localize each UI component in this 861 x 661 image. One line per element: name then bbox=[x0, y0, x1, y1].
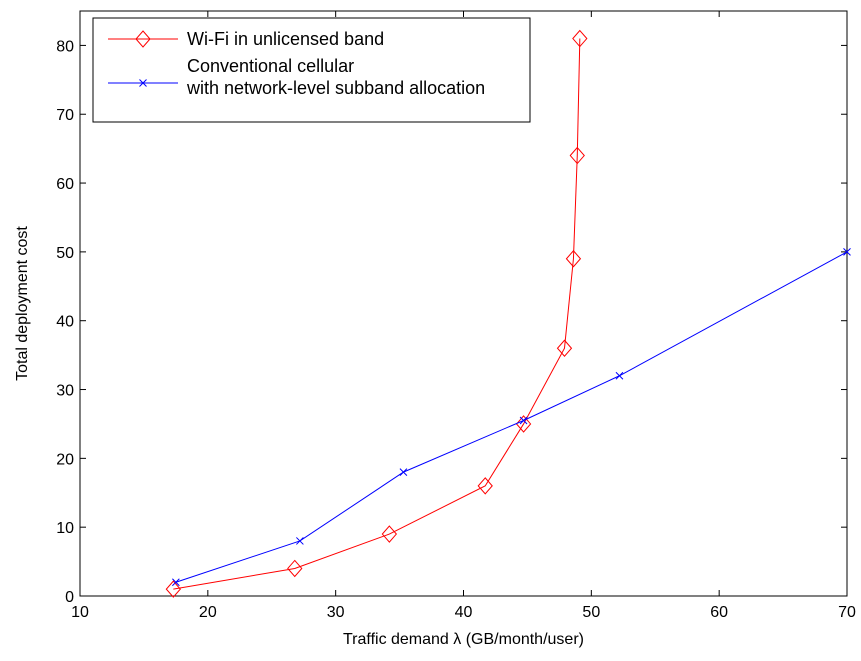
legend: Wi-Fi in unlicensed band Conventional cel… bbox=[92, 17, 531, 123]
y-tick-label: 20 bbox=[56, 451, 74, 468]
data-point-diamond bbox=[565, 250, 582, 268]
series-1 bbox=[172, 248, 851, 587]
series-line bbox=[175, 251, 848, 583]
x-tick-label: 60 bbox=[710, 604, 728, 621]
series-layer bbox=[165, 29, 851, 598]
y-axis-label: Total deployment cost bbox=[14, 226, 31, 381]
series-0 bbox=[165, 29, 588, 598]
data-point-x bbox=[399, 468, 408, 476]
legend-label: Wi-Fi in unlicensed band bbox=[187, 29, 384, 49]
data-point-x bbox=[615, 371, 624, 380]
legend-label: Conventional cellular with network-level … bbox=[186, 56, 485, 98]
data-point-x bbox=[172, 578, 180, 587]
data-point-diamond bbox=[556, 339, 573, 357]
data-point-diamond bbox=[381, 525, 398, 543]
y-tick-label: 40 bbox=[56, 314, 74, 331]
data-point-diamond bbox=[569, 146, 585, 165]
y-tick-label: 60 bbox=[56, 176, 74, 193]
y-tick-label: 50 bbox=[56, 245, 74, 262]
data-point-diamond bbox=[515, 415, 532, 433]
data-point-diamond bbox=[165, 580, 181, 598]
y-tick-label: 0 bbox=[65, 589, 74, 606]
data-point-diamond bbox=[287, 559, 303, 578]
x-axis-label: Traffic demand λ (GB/month/user) bbox=[343, 631, 584, 648]
data-point-diamond bbox=[572, 29, 588, 48]
y-tick-label: 30 bbox=[56, 383, 74, 400]
y-tick-label: 80 bbox=[56, 38, 74, 55]
y-tick-label: 10 bbox=[56, 520, 74, 537]
y-tick-label: 70 bbox=[56, 107, 74, 124]
data-point-x bbox=[843, 248, 851, 256]
x-tick-label: 30 bbox=[327, 604, 345, 621]
x-tick-label: 40 bbox=[455, 604, 473, 621]
series-line bbox=[173, 38, 581, 590]
data-point-diamond bbox=[477, 477, 493, 495]
x-tick-label: 20 bbox=[199, 604, 217, 621]
x-tick-label: 10 bbox=[71, 604, 89, 621]
data-point-x bbox=[296, 537, 304, 545]
x-tick-label: 50 bbox=[582, 604, 600, 621]
legend-marker-x bbox=[139, 79, 147, 87]
legend-box bbox=[92, 17, 531, 123]
x-tick-label: 70 bbox=[838, 604, 856, 621]
data-point-x bbox=[519, 416, 528, 425]
legend-marker-diamond bbox=[135, 30, 151, 48]
